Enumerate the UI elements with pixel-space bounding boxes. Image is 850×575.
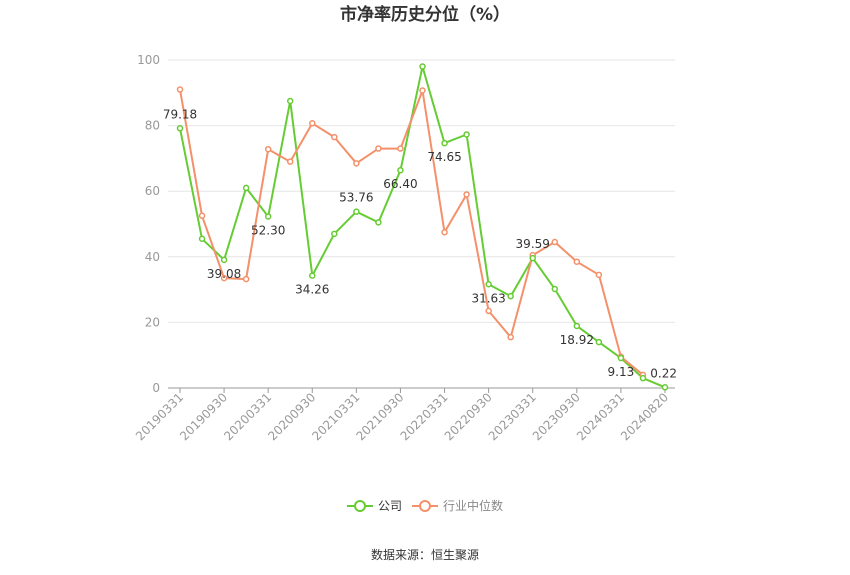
company-data-label: 53.76 xyxy=(339,191,373,205)
company-data-label: 52.30 xyxy=(251,223,285,237)
chart-title: 市净率历史分位（%） xyxy=(340,4,510,25)
industry-point xyxy=(595,271,603,279)
company-point xyxy=(485,281,492,288)
legend-item-company[interactable]: 公司 xyxy=(347,499,402,513)
industry-point xyxy=(485,307,492,315)
company-point xyxy=(595,338,603,346)
industry-point xyxy=(264,145,272,153)
company-point xyxy=(220,256,228,264)
company-data-label: 18.92 xyxy=(560,333,594,347)
company-data-label: 74.65 xyxy=(427,150,461,164)
company-point xyxy=(198,235,206,243)
company-data-label: 0.22 xyxy=(650,366,677,380)
company-data-label: 31.63 xyxy=(471,291,505,305)
industry-point xyxy=(176,86,184,93)
source-note: 数据来源：恒生聚源 xyxy=(371,547,479,562)
industry-point xyxy=(397,145,404,152)
industry-point xyxy=(551,238,559,246)
industry-point xyxy=(286,158,294,165)
industry-point xyxy=(353,160,360,167)
industry-point xyxy=(375,145,382,152)
y-tick-label: 80 xyxy=(145,119,160,133)
y-tick-label: 100 xyxy=(137,53,160,67)
industry-point xyxy=(419,87,426,94)
grid xyxy=(168,59,675,323)
company-point xyxy=(353,208,360,215)
legend-item-industry[interactable]: 行业中位数 xyxy=(412,498,503,513)
company-point xyxy=(309,272,316,279)
company-point xyxy=(264,213,272,220)
industry-point xyxy=(463,191,470,198)
y-tick-label: 0 xyxy=(152,381,160,395)
series-area xyxy=(176,63,669,391)
company-data-label: 39.59 xyxy=(516,237,550,251)
industry-point xyxy=(242,275,250,283)
legend-industry-marker xyxy=(419,500,431,512)
company-point xyxy=(176,125,184,132)
company-point xyxy=(331,230,338,238)
company-point xyxy=(286,97,294,105)
company-point xyxy=(661,384,669,391)
industry-line xyxy=(179,89,644,376)
y-tick-label: 60 xyxy=(145,184,160,198)
company-point xyxy=(529,254,536,262)
company-data-label: 34.26 xyxy=(295,283,329,297)
industry-point xyxy=(573,258,581,265)
company-data-label: 9.13 xyxy=(608,365,635,379)
legend-industry-label: 行业中位数 xyxy=(443,498,503,513)
y-tick-label: 40 xyxy=(145,250,160,264)
company-data-label: 39.08 xyxy=(207,267,241,281)
company-point xyxy=(551,285,559,293)
industry-point xyxy=(331,133,338,141)
company-data-label: 66.40 xyxy=(383,177,417,191)
y-tick-label: 20 xyxy=(145,315,160,329)
company-point xyxy=(397,166,404,174)
company-point xyxy=(375,219,382,226)
company-point xyxy=(639,374,647,382)
x-tick-label: 20240820 xyxy=(618,390,671,443)
legend-company-label: 公司 xyxy=(378,499,402,513)
industry-point xyxy=(309,120,316,127)
industry-point xyxy=(198,212,206,220)
company-point xyxy=(507,292,514,300)
company-data-label: 79.18 xyxy=(163,107,197,121)
company-point xyxy=(242,184,250,192)
data-labels: 79.18 39.08 52.30 34.26 53.76 66.40 74.65 31.63… xyxy=(163,107,677,380)
company-point xyxy=(441,139,448,147)
company-point xyxy=(463,131,470,138)
company-point xyxy=(573,322,581,330)
industry-point xyxy=(220,274,228,282)
company-point xyxy=(419,63,426,70)
legend-company-marker xyxy=(354,500,366,512)
legend: 公司 行业中位数 xyxy=(347,498,503,513)
company-point xyxy=(617,354,625,362)
industry-point xyxy=(507,333,514,341)
industry-point xyxy=(441,228,448,236)
